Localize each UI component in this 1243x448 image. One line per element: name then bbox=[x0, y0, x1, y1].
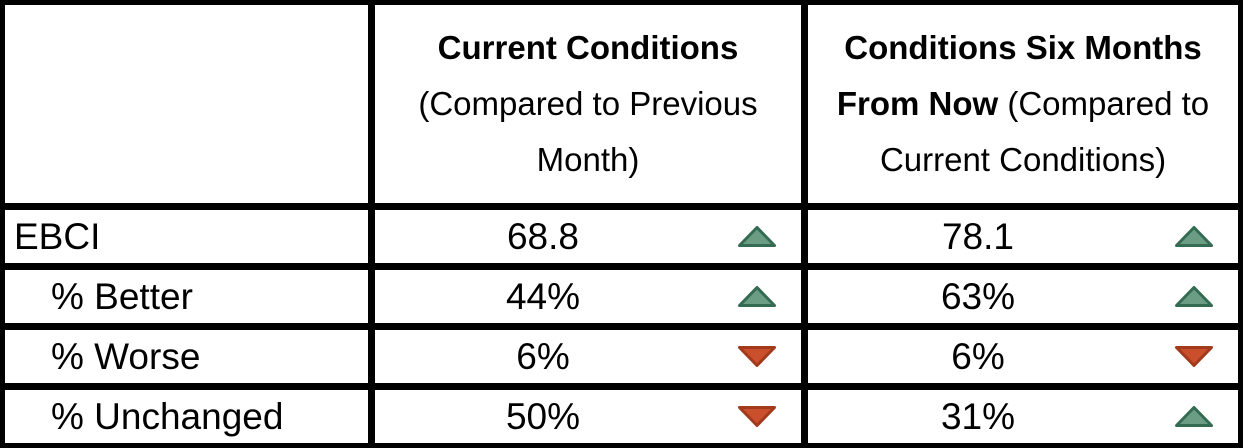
row-label-percent-unchanged: % Unchanged bbox=[5, 390, 368, 443]
better-future-value: 63% bbox=[940, 275, 1016, 317]
worse-future-cell: 6% bbox=[808, 330, 1238, 383]
row-label-text: % Worse bbox=[51, 335, 201, 377]
header-current-conditions-text: Current Conditions (Compared to Previous… bbox=[377, 20, 799, 188]
ebci-future-value: 78.1 bbox=[941, 215, 1014, 257]
trend-down-icon bbox=[711, 345, 801, 368]
ebci-future-cell: 78.1 bbox=[808, 210, 1238, 263]
header-six-months: Conditions Six Months From Now (Compared… bbox=[808, 5, 1238, 203]
better-current-value: 44% bbox=[505, 275, 581, 317]
unchanged-current-value: 50% bbox=[505, 395, 581, 437]
header-current-conditions: Current Conditions (Compared to Previous… bbox=[375, 5, 801, 203]
unchanged-future-value: 31% bbox=[940, 395, 1016, 437]
row-label-percent-better: % Better bbox=[5, 270, 368, 323]
header-six-months-text: Conditions Six Months From Now (Compared… bbox=[810, 20, 1236, 188]
header-six-months-title: Conditions Six Months From Now bbox=[836, 29, 1202, 122]
header-current-subtitle: (Compared to Previous Month) bbox=[418, 85, 758, 178]
trend-up-icon bbox=[711, 285, 801, 308]
worse-future-value: 6% bbox=[951, 335, 1005, 377]
trend-up-icon bbox=[1148, 225, 1238, 248]
trend-down-icon bbox=[1148, 345, 1238, 368]
header-current-title: Current Conditions bbox=[437, 29, 739, 66]
trend-up-icon bbox=[1148, 285, 1238, 308]
trend-down-icon bbox=[711, 405, 801, 428]
unchanged-future-cell: 31% bbox=[808, 390, 1238, 443]
header-corner-cell bbox=[5, 5, 368, 203]
worse-current-value: 6% bbox=[516, 335, 570, 377]
worse-current-cell: 6% bbox=[375, 330, 801, 383]
row-label-text: EBCI bbox=[14, 215, 101, 257]
row-label-ebci: EBCI bbox=[5, 210, 368, 263]
trend-up-icon bbox=[1148, 405, 1238, 428]
header-six-months-subtitle: (Compared to Current Conditions) bbox=[879, 85, 1210, 178]
trend-up-icon bbox=[711, 225, 801, 248]
row-label-text: % Unchanged bbox=[51, 395, 284, 437]
ebci-current-cell: 68.8 bbox=[375, 210, 801, 263]
better-future-cell: 63% bbox=[808, 270, 1238, 323]
ebci-current-value: 68.8 bbox=[506, 215, 579, 257]
unchanged-current-cell: 50% bbox=[375, 390, 801, 443]
row-label-percent-worse: % Worse bbox=[5, 330, 368, 383]
better-current-cell: 44% bbox=[375, 270, 801, 323]
row-label-text: % Better bbox=[51, 275, 193, 317]
